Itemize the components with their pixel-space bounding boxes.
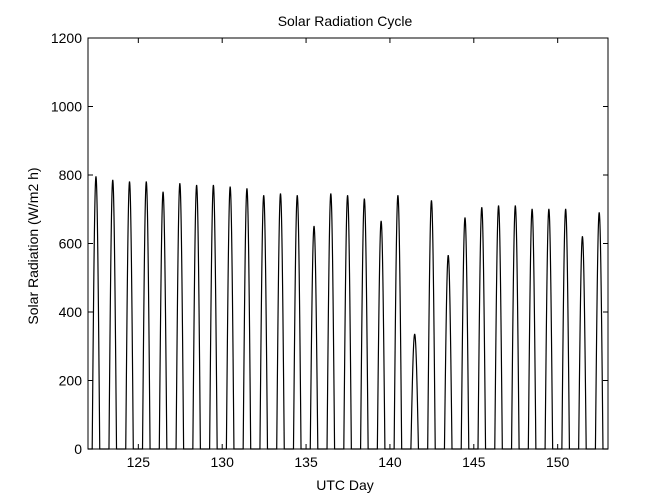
chart-title: Solar Radiation Cycle (278, 13, 413, 29)
axes: 125 130 135 140 145 150 0 200 400 600 800 1000 1200 (51, 30, 609, 470)
y-tick-label: 0 (74, 441, 82, 457)
x-tick-label: 150 (546, 454, 570, 470)
y-tick-label: 800 (59, 167, 83, 183)
plot-area (88, 176, 608, 450)
y-tick-label: 600 (59, 236, 83, 252)
x-tick-label: 125 (127, 454, 151, 470)
y-axis-label: Solar Radiation (W/m2 h) (25, 167, 41, 324)
x-tick-label: 130 (211, 454, 235, 470)
y-tick-label: 400 (59, 304, 83, 320)
x-tick-label: 135 (294, 454, 318, 470)
x-tick-label: 140 (378, 454, 402, 470)
x-tick-label: 145 (462, 454, 486, 470)
radiation-series-line (88, 176, 608, 450)
x-axis-label: UTC Day (316, 477, 374, 493)
y-tick-label: 1200 (51, 30, 82, 46)
y-tick-label: 1000 (51, 99, 82, 115)
y-tick-label: 200 (59, 373, 83, 389)
